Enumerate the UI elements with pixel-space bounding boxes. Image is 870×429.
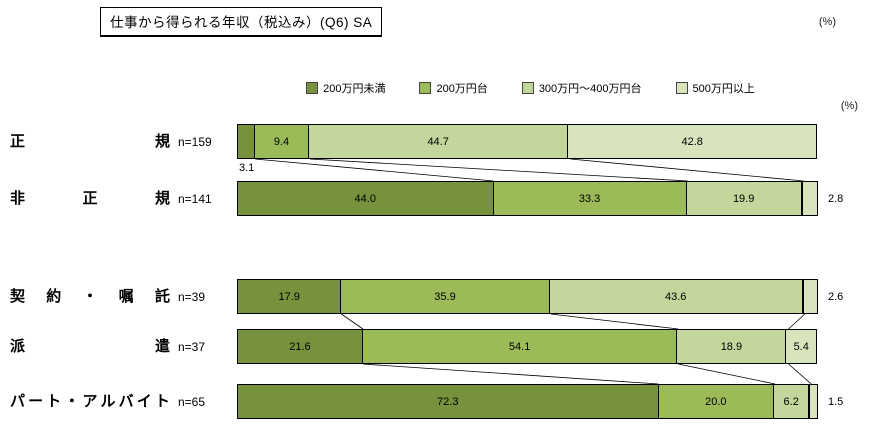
chart-rows: 正規 n=159 3.1 9.4 44.7 42.8 非正規 n=141 44.0 33.3 19.… xyxy=(10,124,843,419)
segment-value-outside: 1.5 xyxy=(828,395,844,408)
n-label: n=159 xyxy=(178,134,212,149)
segment-value: 72.3 xyxy=(437,395,459,408)
segment-value: 20.0 xyxy=(705,395,727,408)
legend-item: 300万円～400万円台 xyxy=(521,80,642,96)
bar-segment: 44.7 xyxy=(307,124,569,159)
bar-segment xyxy=(237,124,256,159)
category-char: 契 xyxy=(10,288,26,305)
legend-label: 500万円以上 xyxy=(692,83,755,95)
stacked-bar: 3.1 9.4 44.7 42.8 xyxy=(237,124,820,174)
segment-value: 44.0 xyxy=(354,192,376,205)
segment-value: 21.6 xyxy=(289,340,311,353)
segment-value-outside: 2.6 xyxy=(828,290,844,303)
chart-row: 派遣 n=37 21.6 54.1 18.9 5.4 xyxy=(10,329,820,364)
bar-segment xyxy=(802,279,818,314)
category-label: 契 約 ・ 嘱 託 xyxy=(10,289,170,304)
category-char: ー xyxy=(28,393,44,410)
segment-value: 9.4 xyxy=(273,135,290,148)
bar-segment xyxy=(809,384,818,419)
segment-value-below: 3.1 xyxy=(239,162,255,174)
bar-segment: 9.4 xyxy=(254,124,309,159)
legend-swatch xyxy=(675,82,688,94)
bar-segment: 35.9 xyxy=(340,279,550,314)
bar-segment: 17.9 xyxy=(237,279,342,314)
bar-segment xyxy=(801,181,818,216)
category-char: ・ xyxy=(82,288,98,305)
unit-note-axis: (%) xyxy=(840,100,858,112)
bar-segment: 20.0 xyxy=(657,384,775,419)
chart-row: パート・アルバイト n=65 72.3 20.0 6.2 1.5 xyxy=(10,384,843,419)
category-char: ア xyxy=(82,393,98,410)
category-char: ・ xyxy=(64,393,80,410)
bar-segment: 42.8 xyxy=(567,124,817,159)
category-char: 正 xyxy=(10,133,26,150)
bar-segment: 6.2 xyxy=(773,384,810,419)
chart-row: 正規 n=159 3.1 9.4 44.7 42.8 xyxy=(10,124,820,174)
segment-value: 18.9 xyxy=(720,340,743,353)
segment-value: 42.8 xyxy=(681,135,703,148)
legend-item: 200万円未満 xyxy=(306,80,385,96)
bar-segment: 43.6 xyxy=(548,279,803,314)
segment-value: 19.9 xyxy=(732,192,755,205)
bar-segment: 44.0 xyxy=(237,181,494,216)
stacked-bar: 72.3 20.0 6.2 1.5 xyxy=(237,384,843,419)
category-char: 派 xyxy=(10,338,26,355)
segment-value-outside: 2.8 xyxy=(828,192,844,205)
chart-row: 非 正 規 n=141 44.0 33.3 19.9 2.8 xyxy=(10,181,843,216)
bar-segment: 33.3 xyxy=(492,181,687,216)
stacked-bar: 17.9 35.9 43.6 2.6 xyxy=(237,279,843,314)
bar-segment: 18.9 xyxy=(676,329,787,364)
category-char: 嘱 xyxy=(118,288,134,305)
segment-value: 54.1 xyxy=(508,340,531,353)
category-char: ト xyxy=(46,393,62,410)
bar-segment: 19.9 xyxy=(685,181,802,216)
category-char: パ xyxy=(10,393,26,410)
category-char: 正 xyxy=(82,190,98,207)
category-char: 規 xyxy=(154,133,170,150)
segment-value: 6.2 xyxy=(783,395,799,408)
stacked-bar: 44.0 33.3 19.9 2.8 xyxy=(237,181,843,216)
category-char: 規 xyxy=(154,190,170,207)
category-char: バ xyxy=(118,393,134,410)
category-char: ト xyxy=(154,393,170,410)
bar-segment: 72.3 xyxy=(237,384,659,419)
legend: 200万円未満 200万円台 300万円～400万円台 500万円以上 xyxy=(239,80,822,96)
n-label: n=141 xyxy=(178,191,212,206)
legend-label: 200万円台 xyxy=(436,83,488,95)
chart-row: 契 約 ・ 嘱 託 n=39 17.9 35.9 43.6 2.6 xyxy=(10,279,843,314)
n-label: n=39 xyxy=(178,289,206,304)
legend-swatch xyxy=(419,82,432,94)
n-label: n=65 xyxy=(178,394,206,409)
legend-item: 500万円以上 xyxy=(675,80,755,96)
segment-value: 5.4 xyxy=(793,340,809,353)
segment-value: 33.3 xyxy=(578,192,601,205)
page-title: 仕事から得られる年収（税込み）(Q6) SA xyxy=(100,7,383,37)
category-label: 派遣 xyxy=(10,339,170,354)
segment-value: 35.9 xyxy=(434,290,456,303)
bar-segment: 54.1 xyxy=(361,329,678,364)
bar-segment: 5.4 xyxy=(785,329,817,364)
category-char: イ xyxy=(136,393,152,410)
legend-swatch xyxy=(306,82,319,94)
n-label: n=37 xyxy=(178,339,206,354)
segment-value: 43.6 xyxy=(665,290,687,303)
category-char: ル xyxy=(100,393,116,410)
category-label: 非正規 xyxy=(10,191,170,206)
legend-swatch xyxy=(521,82,534,94)
bar-segment: 21.6 xyxy=(237,329,363,364)
category-label: 正規 xyxy=(10,134,170,149)
legend-label: 300万円～400万円台 xyxy=(538,83,642,95)
unit-note-top: (%) xyxy=(818,16,836,28)
segment-value: 17.9 xyxy=(278,290,300,303)
category-label: パート・アルバイト xyxy=(10,394,170,409)
legend-label: 200万円未満 xyxy=(323,83,386,95)
category-char: 非 xyxy=(10,190,26,207)
stacked-bar: 21.6 54.1 18.9 5.4 xyxy=(237,329,820,364)
category-char: 託 xyxy=(154,288,170,305)
category-char: 約 xyxy=(46,288,62,305)
segment-value: 44.7 xyxy=(427,135,449,148)
category-char: 遣 xyxy=(154,338,170,355)
legend-item: 200万円台 xyxy=(419,80,488,96)
